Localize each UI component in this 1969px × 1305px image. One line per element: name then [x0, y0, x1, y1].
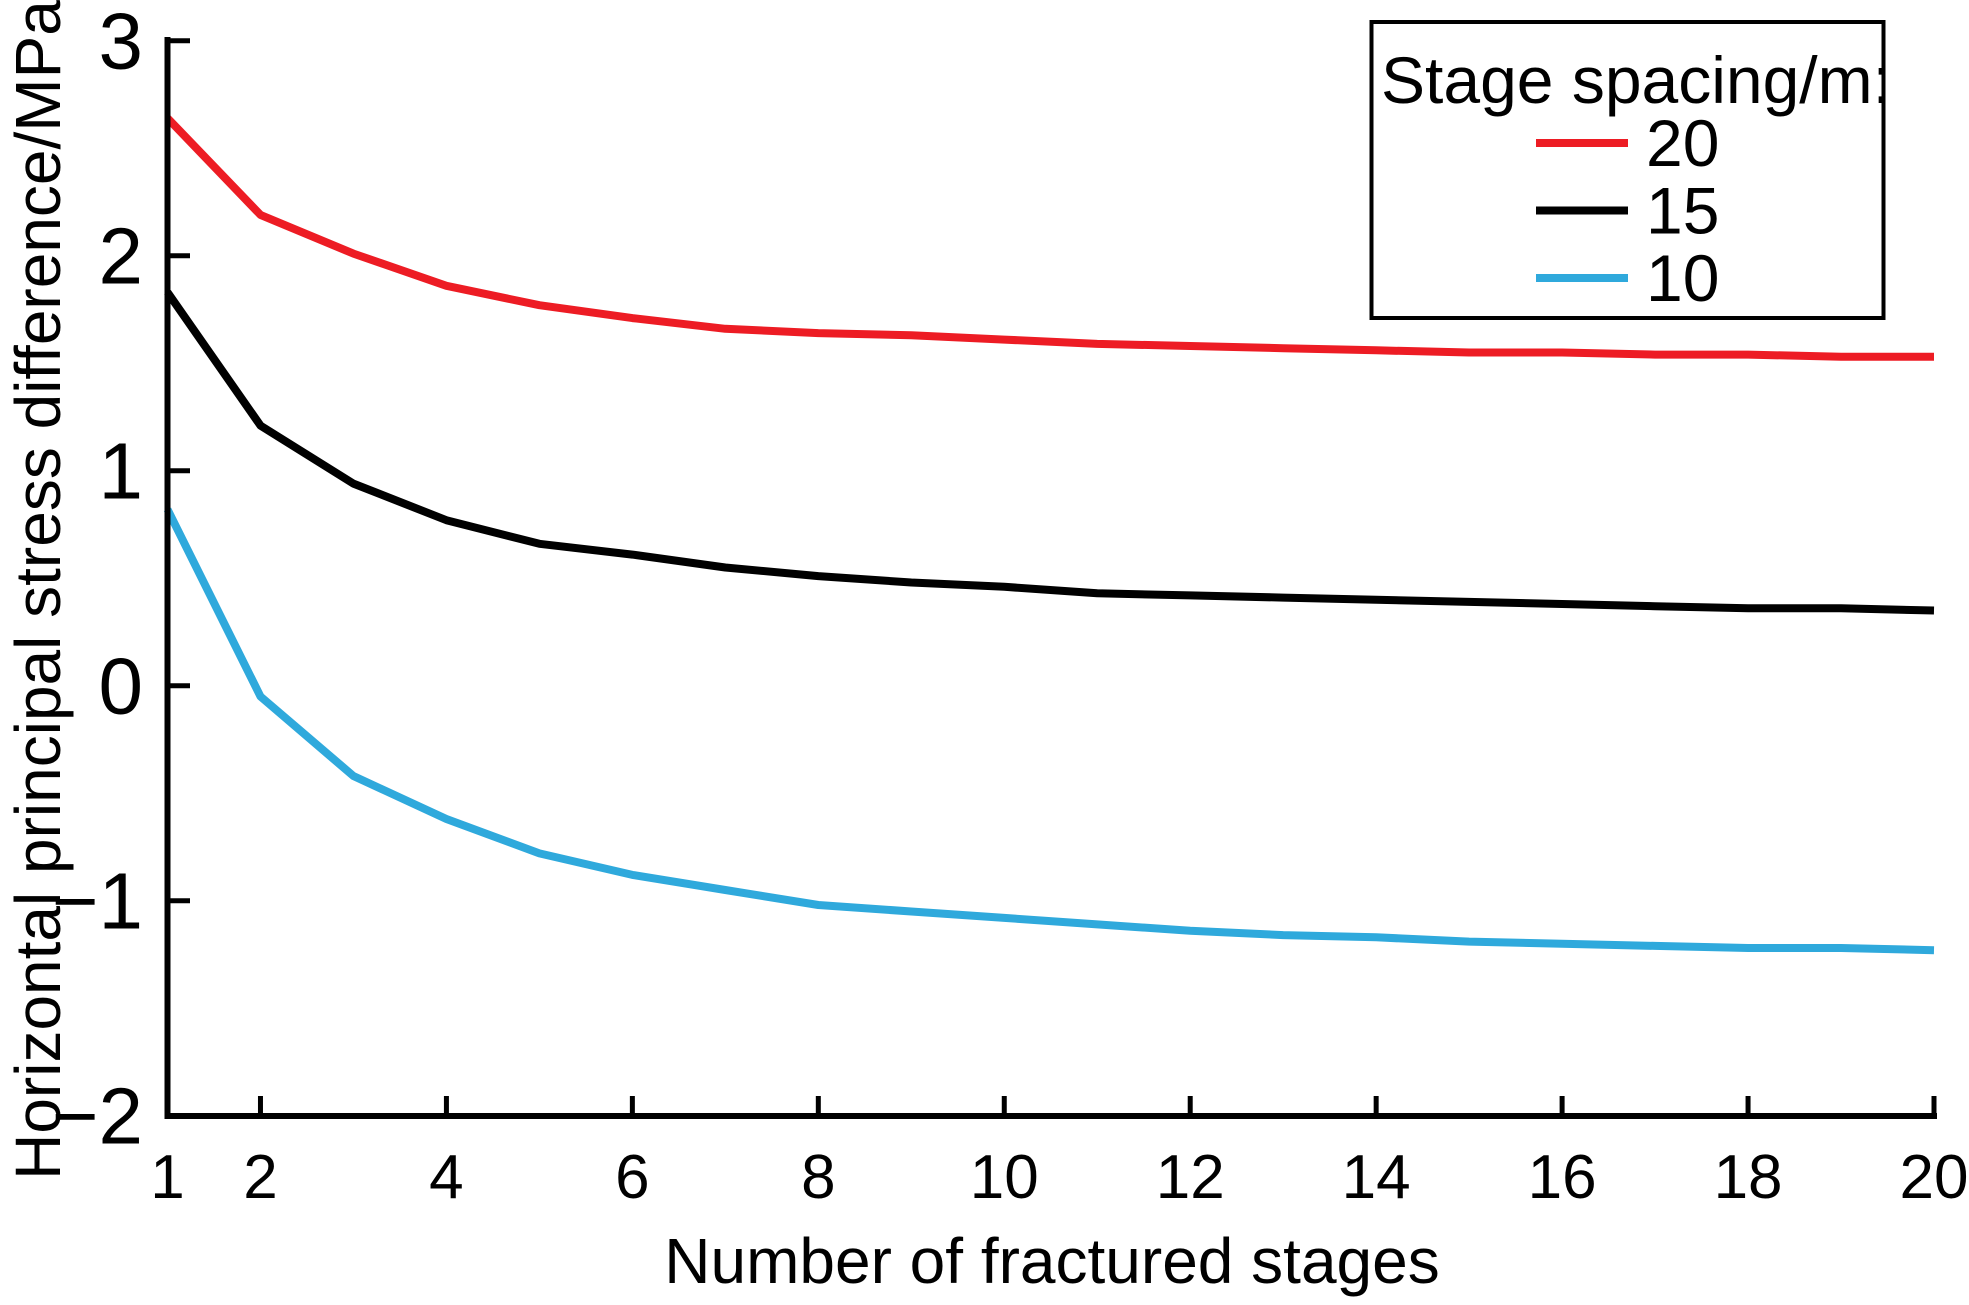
- x-tick-label: 10: [970, 1143, 1039, 1212]
- series-line-20: [164, 115, 1934, 361]
- y-tick-label: 3: [99, 0, 144, 86]
- y-tick-label: 0: [99, 642, 144, 731]
- y-axis-title: Horizontal principal stress difference/M…: [2, 0, 74, 1180]
- x-tick-label: 1: [150, 1143, 184, 1212]
- x-tick-label: 4: [429, 1143, 463, 1212]
- y-tick-label: 2: [99, 212, 144, 301]
- legend-label-20: 20: [1646, 106, 1719, 180]
- y-tick-label: −2: [52, 1072, 143, 1161]
- x-tick-label: 12: [1156, 1143, 1225, 1212]
- series-line-15: [164, 290, 1935, 615]
- legend-title: Stage spacing/m:: [1381, 43, 1891, 117]
- series-line-10: [163, 507, 1935, 955]
- x-tick-label: 14: [1342, 1143, 1411, 1212]
- x-tick-label: 6: [615, 1143, 649, 1212]
- axes-group: [164, 37, 1937, 1119]
- y-tick-label: 1: [99, 427, 144, 516]
- curves-group: [163, 115, 1935, 955]
- x-axis-title: Number of fractured stages: [664, 1225, 1439, 1297]
- x-tick-label: 20: [1900, 1143, 1969, 1212]
- x-tick-label: 2: [243, 1143, 277, 1212]
- x-tick-label: 16: [1528, 1143, 1597, 1212]
- x-tick-label: 8: [801, 1143, 835, 1212]
- legend-border: [1369, 20, 1886, 320]
- x-tick-label: 18: [1714, 1143, 1783, 1212]
- y-tick-label: −1: [52, 857, 143, 946]
- legend-label-10: 10: [1646, 241, 1719, 315]
- legend-label-15: 15: [1646, 174, 1719, 248]
